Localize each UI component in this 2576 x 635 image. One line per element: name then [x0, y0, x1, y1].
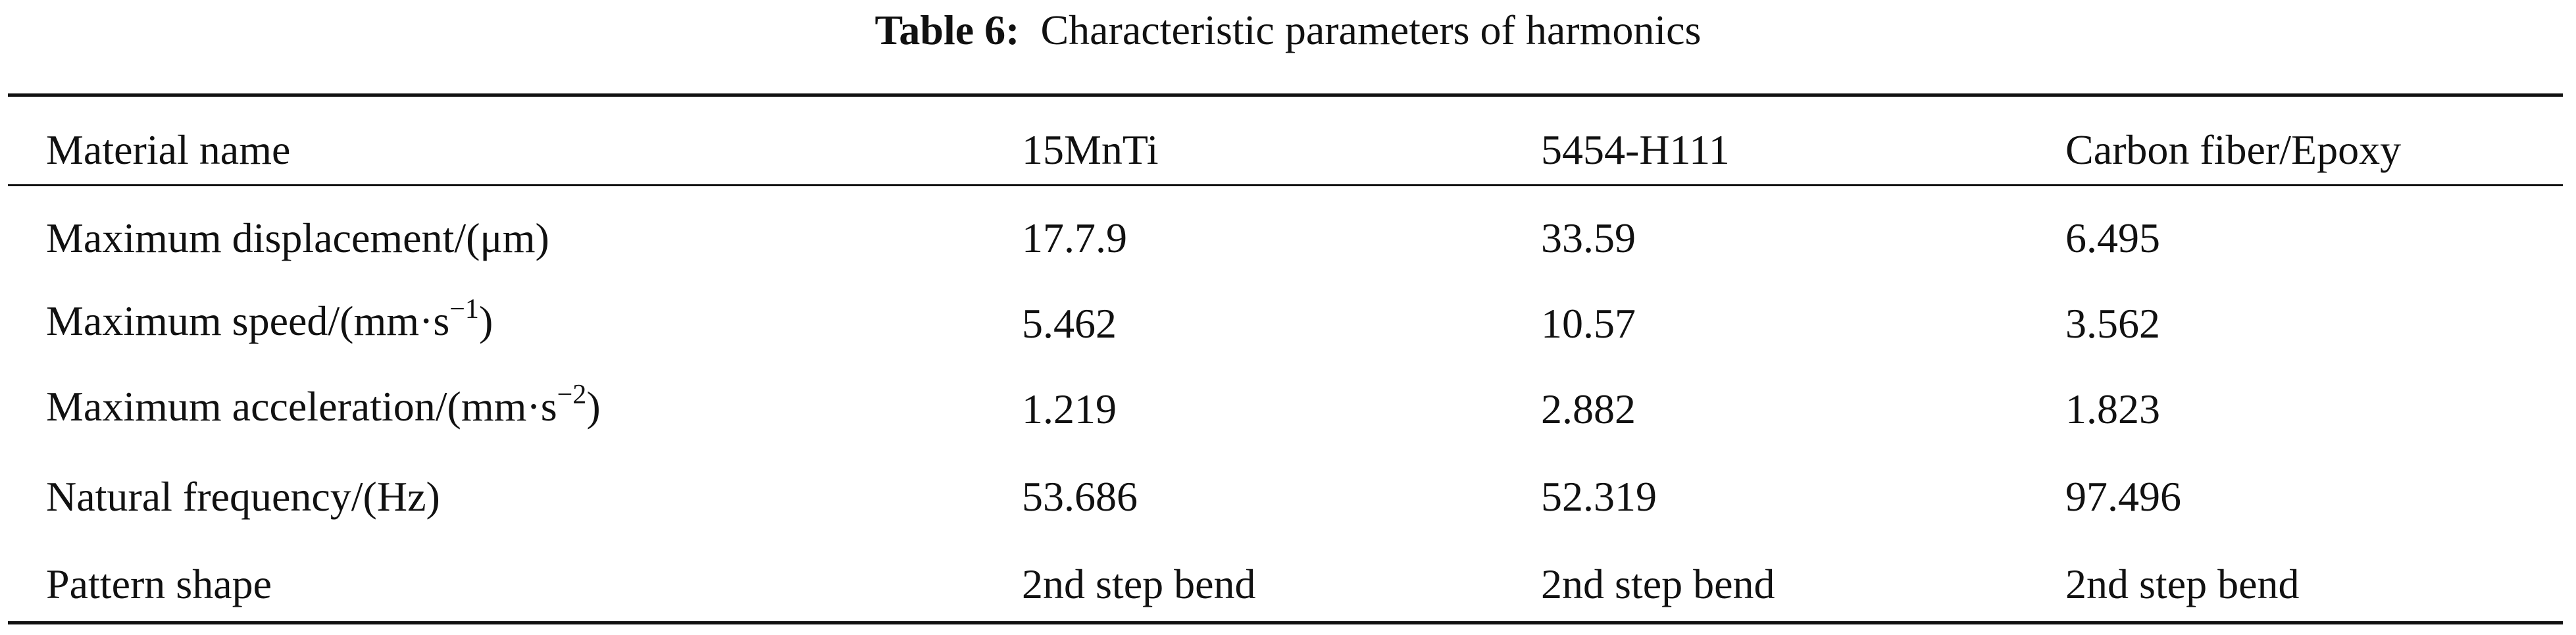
cell-text: ) — [478, 297, 493, 344]
table-cell: 52.319 — [1541, 473, 1657, 520]
top-rule — [8, 93, 2563, 97]
table-cell: 1.823 — [2065, 386, 2160, 432]
table-cell: 97.496 — [2065, 473, 2181, 520]
table-cell: 6.495 — [2065, 215, 2160, 261]
cell-text: Maximum speed/(mm·s — [46, 297, 450, 344]
table-cell: 1.219 — [1022, 386, 1117, 432]
row-label: Natural frequency/(Hz) — [46, 473, 440, 520]
table-cell: 2nd step bend — [2065, 561, 2300, 607]
superscript: −1 — [449, 294, 479, 324]
caption-label: Table 6: — [874, 7, 1020, 53]
header-cell: Carbon fiber/Epoxy — [2065, 126, 2402, 173]
table-cell: 2nd step bend — [1022, 561, 1256, 607]
table-cell: 5.462 — [1022, 300, 1117, 347]
table-cell: 3.562 — [2065, 300, 2160, 347]
table-cell: 17.7.9 — [1022, 215, 1127, 261]
table-cell: 33.59 — [1541, 215, 1636, 261]
table-cell: 2.882 — [1541, 386, 1636, 432]
header-cell: 15MnTi — [1022, 126, 1159, 173]
row-label: Maximum speed/(mm·s−1) — [46, 294, 493, 351]
table-cell: 2nd step bend — [1541, 561, 1775, 607]
header-cell: Material name — [46, 126, 291, 173]
superscript: −2 — [557, 380, 587, 410]
row-label: Maximum acceleration/(mm·s−2) — [46, 380, 601, 437]
header-cell: 5454-H111 — [1541, 126, 1730, 173]
row-label: Maximum displacement/(μm) — [46, 215, 549, 261]
table-cell: 10.57 — [1541, 300, 1636, 347]
caption-text: Characteristic parameters of harmonics — [1040, 7, 1702, 53]
cell-text: ) — [586, 383, 601, 430]
table-caption: Table 6: Characteristic parameters of ha… — [0, 5, 2576, 55]
cell-text: Maximum acceleration/(mm·s — [46, 383, 557, 430]
bottom-rule — [8, 621, 2563, 624]
row-label: Pattern shape — [46, 561, 272, 607]
table-cell: 53.686 — [1022, 473, 1138, 520]
header-rule — [8, 184, 2563, 186]
